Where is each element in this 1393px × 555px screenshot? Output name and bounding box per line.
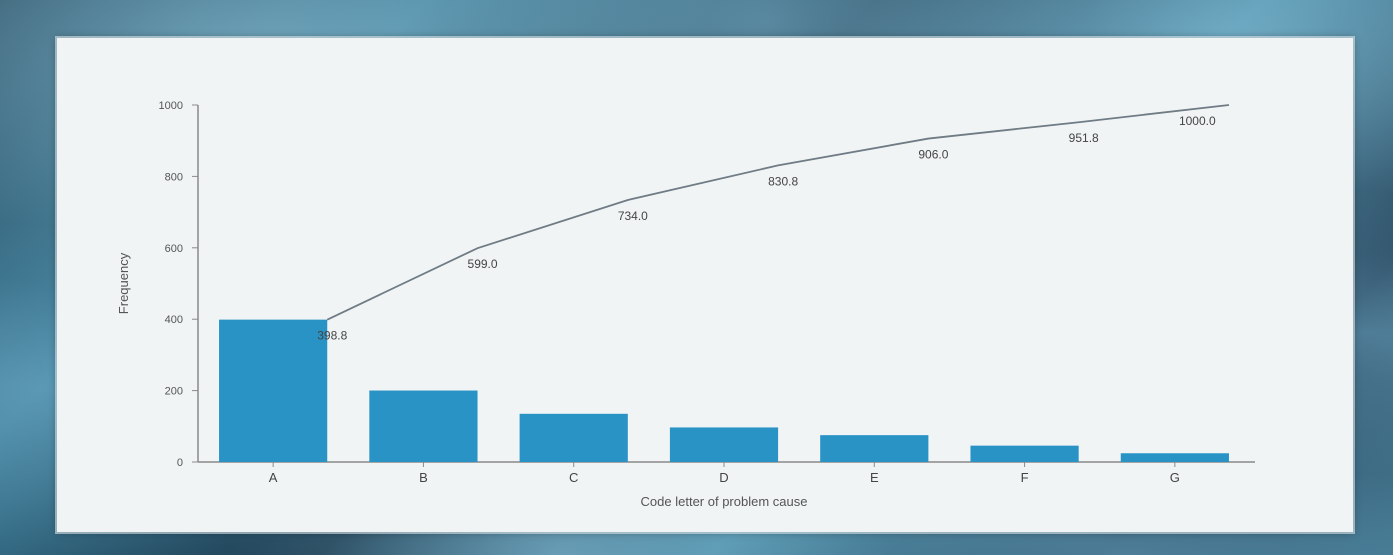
x-axis-label: Code letter of problem cause xyxy=(641,494,808,509)
cumulative-label: 830.8 xyxy=(768,174,798,188)
bar-A xyxy=(219,319,328,462)
x-tick-label: D xyxy=(719,470,728,485)
y-tick-label: 600 xyxy=(165,243,183,255)
bars xyxy=(219,319,1229,462)
bar-B xyxy=(369,390,478,462)
cumulative-label: 599.0 xyxy=(468,257,498,271)
x-tick-label: G xyxy=(1170,470,1180,485)
axes xyxy=(197,105,1255,463)
cumulative-label: 1000.0 xyxy=(1179,114,1216,128)
bar-C xyxy=(519,413,628,462)
y-tick-label: 1000 xyxy=(159,100,183,112)
x-tick-label: F xyxy=(1021,470,1029,485)
x-tick-label: A xyxy=(269,470,278,485)
bar-F xyxy=(970,445,1079,462)
x-tick-label: C xyxy=(569,470,578,485)
y-axis-label: Frequency xyxy=(116,252,131,314)
bar-G xyxy=(1120,453,1229,462)
bar-E xyxy=(820,435,929,462)
cumulative-polyline xyxy=(326,104,1230,321)
y-tick-label: 800 xyxy=(165,171,183,183)
y-axis-ticks: 0 200 400 600 800 1000 xyxy=(159,100,198,469)
cumulative-label: 951.8 xyxy=(1069,131,1099,145)
cumulative-labels: 398.8 599.0 734.0 830.8 906.0 951.8 1000.0 xyxy=(317,114,1216,343)
cumulative-label: 734.0 xyxy=(618,209,648,223)
bar-D xyxy=(669,427,779,462)
y-tick-label: 400 xyxy=(165,314,183,326)
x-tick-label: B xyxy=(419,470,428,485)
cumulative-label: 398.8 xyxy=(317,329,347,343)
y-tick-label: 200 xyxy=(165,386,183,398)
cumulative-line xyxy=(326,104,1230,321)
y-tick-label: 0 xyxy=(177,457,183,469)
cumulative-label: 906.0 xyxy=(918,148,948,162)
x-tick-label: E xyxy=(870,470,879,485)
x-axis-categories: A B C D E F G xyxy=(269,462,1180,485)
